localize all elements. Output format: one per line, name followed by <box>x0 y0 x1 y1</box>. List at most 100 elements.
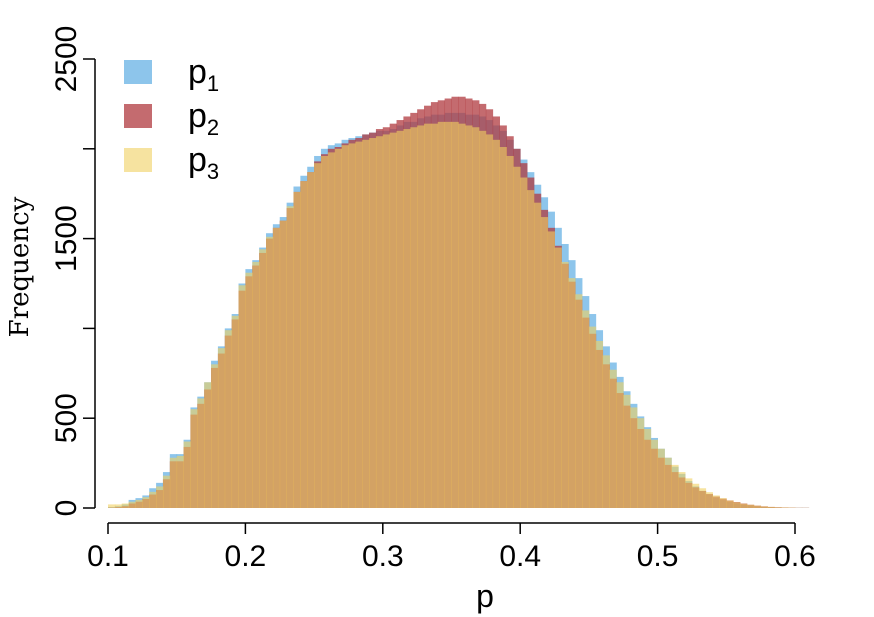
bar-p3 <box>623 394 631 508</box>
bar-p3 <box>369 138 377 509</box>
bar-p3 <box>746 504 755 508</box>
bar-p3 <box>540 217 549 508</box>
bar-p3 <box>362 139 370 508</box>
bar-p3 <box>396 130 404 508</box>
bar-p3 <box>485 134 494 508</box>
histogram-bars <box>108 96 810 509</box>
bar-p3 <box>630 407 638 508</box>
bar-p3 <box>513 166 521 508</box>
x-tick-label: 0.6 <box>774 540 816 573</box>
x-tick-label: 0.5 <box>637 540 679 573</box>
x-axis-title: p <box>476 578 494 614</box>
bar-p3 <box>760 506 768 508</box>
bar-p3 <box>403 129 411 508</box>
bar-p3 <box>293 191 301 509</box>
y-tick-label: 2500 <box>50 26 83 93</box>
bar-p3 <box>348 143 356 509</box>
bar-p3 <box>602 355 610 508</box>
bar-p3 <box>231 315 239 508</box>
bar-p3 <box>568 278 576 508</box>
bar-p3 <box>499 147 507 508</box>
bar-p3 <box>135 499 143 508</box>
bar-p3 <box>320 155 329 508</box>
bar-p3 <box>451 121 459 509</box>
bar-p3 <box>705 492 713 508</box>
bar-p3 <box>657 448 665 508</box>
bar-p3 <box>533 202 542 508</box>
bar-p3 <box>767 506 775 508</box>
bar-p3 <box>266 236 274 508</box>
bar-p3 <box>327 152 336 508</box>
bar-p3 <box>774 507 782 508</box>
bar-p3 <box>128 501 136 508</box>
bar-p3 <box>238 285 246 508</box>
x-axis: 0.1 0.2 0.3 0.4 0.5 0.6 p <box>87 522 816 614</box>
bar-p3 <box>547 231 555 508</box>
bar-p3 <box>430 123 439 508</box>
bar-p3 <box>698 488 707 508</box>
bar-p3 <box>245 272 253 508</box>
bar-p3 <box>465 125 473 509</box>
bar-p3 <box>478 130 487 508</box>
bar-p3 <box>691 483 700 508</box>
bar-p3 <box>355 141 363 508</box>
bar-p3 <box>636 418 645 508</box>
y-tick-label: 0 <box>50 500 83 517</box>
x-tick-label: 0.1 <box>87 540 129 573</box>
y-axis-title: Frequency <box>5 196 35 337</box>
bar-p3 <box>643 428 652 508</box>
bar-p3 <box>190 409 198 508</box>
bar-p3 <box>169 457 178 508</box>
bar-p3 <box>595 340 604 508</box>
bar-p3 <box>224 330 233 508</box>
bar-p3 <box>506 155 514 508</box>
bar-p3 <box>121 503 130 508</box>
bar-p3 <box>588 326 597 508</box>
bar-p3 <box>272 227 281 508</box>
bar-p3 <box>527 190 535 508</box>
bar-p3 <box>650 439 658 508</box>
bar-p3 <box>300 181 308 509</box>
bar-p3 <box>740 503 748 508</box>
bar-p3 <box>334 148 342 509</box>
legend-label-p1: p1 <box>188 53 219 96</box>
bar-p3 <box>520 177 528 508</box>
x-tick-label: 0.4 <box>499 540 541 573</box>
legend-swatch-p1 <box>124 60 152 84</box>
bar-p3 <box>183 441 191 508</box>
bar-p3 <box>279 220 288 508</box>
legend-swatch-p2 <box>124 104 152 128</box>
bar-p3 <box>781 507 789 508</box>
bar-p3 <box>162 475 171 508</box>
bar-p3 <box>424 123 432 508</box>
bar-p3 <box>307 172 315 508</box>
bar-p3 <box>375 136 384 508</box>
bar-p3 <box>719 498 727 508</box>
bar-p3 <box>176 455 184 508</box>
legend-swatch-p3 <box>124 148 152 172</box>
bar-p3 <box>211 364 219 508</box>
bar-p3 <box>314 163 322 508</box>
x-tick-label: 0.2 <box>225 540 267 573</box>
bar-p3 <box>685 478 693 508</box>
y-axis: 0 500 1500 2500 Frequency <box>5 26 96 517</box>
bar-p3 <box>561 261 569 508</box>
bar-p3 <box>753 505 762 508</box>
bar-p3 <box>389 132 397 509</box>
y-tick-label: 1500 <box>50 205 83 272</box>
bar-p3 <box>664 457 672 508</box>
bar-p3 <box>259 249 267 508</box>
bar-p3 <box>417 125 425 509</box>
bar-p3 <box>444 121 452 509</box>
bar-p3 <box>252 261 260 508</box>
legend-label-p3: p3 <box>188 141 219 184</box>
bar-p3 <box>149 491 157 508</box>
bar-p3 <box>575 294 583 508</box>
bar-p3 <box>197 398 205 508</box>
series-p3 <box>108 121 810 509</box>
bar-p3 <box>341 145 349 508</box>
legend-label-p2: p2 <box>188 97 219 140</box>
bar-p3 <box>204 382 212 508</box>
